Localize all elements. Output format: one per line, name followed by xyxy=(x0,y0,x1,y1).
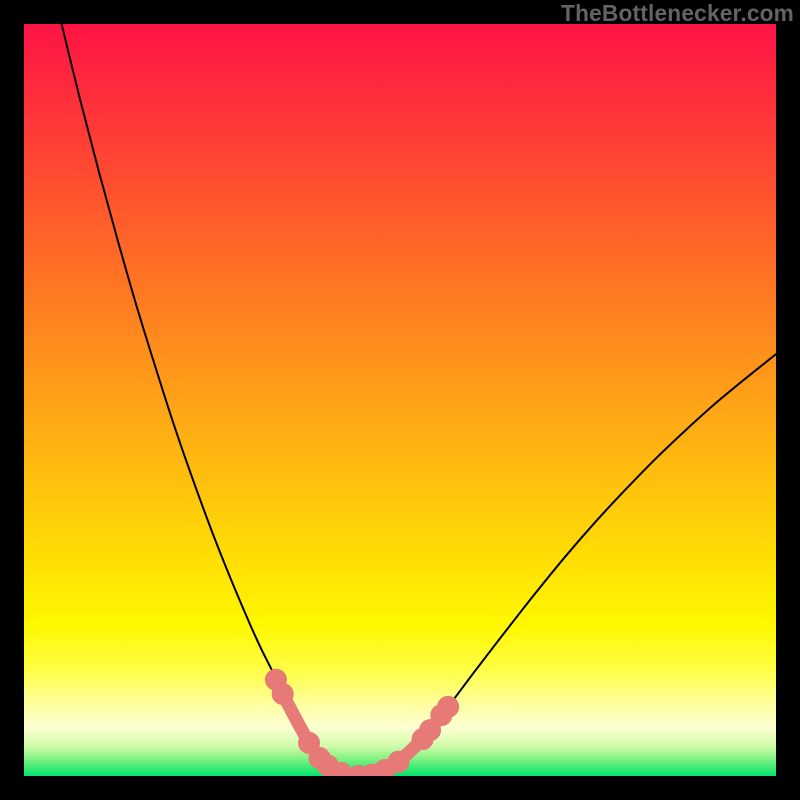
chart-area xyxy=(24,24,776,776)
watermark-text: TheBottlenecker.com xyxy=(561,0,794,27)
chart-svg xyxy=(24,24,776,776)
curve-marker xyxy=(390,753,408,771)
curve-marker xyxy=(439,698,457,716)
curve-marker xyxy=(274,685,292,703)
curve-marker xyxy=(332,764,350,776)
gradient-background xyxy=(24,24,776,776)
